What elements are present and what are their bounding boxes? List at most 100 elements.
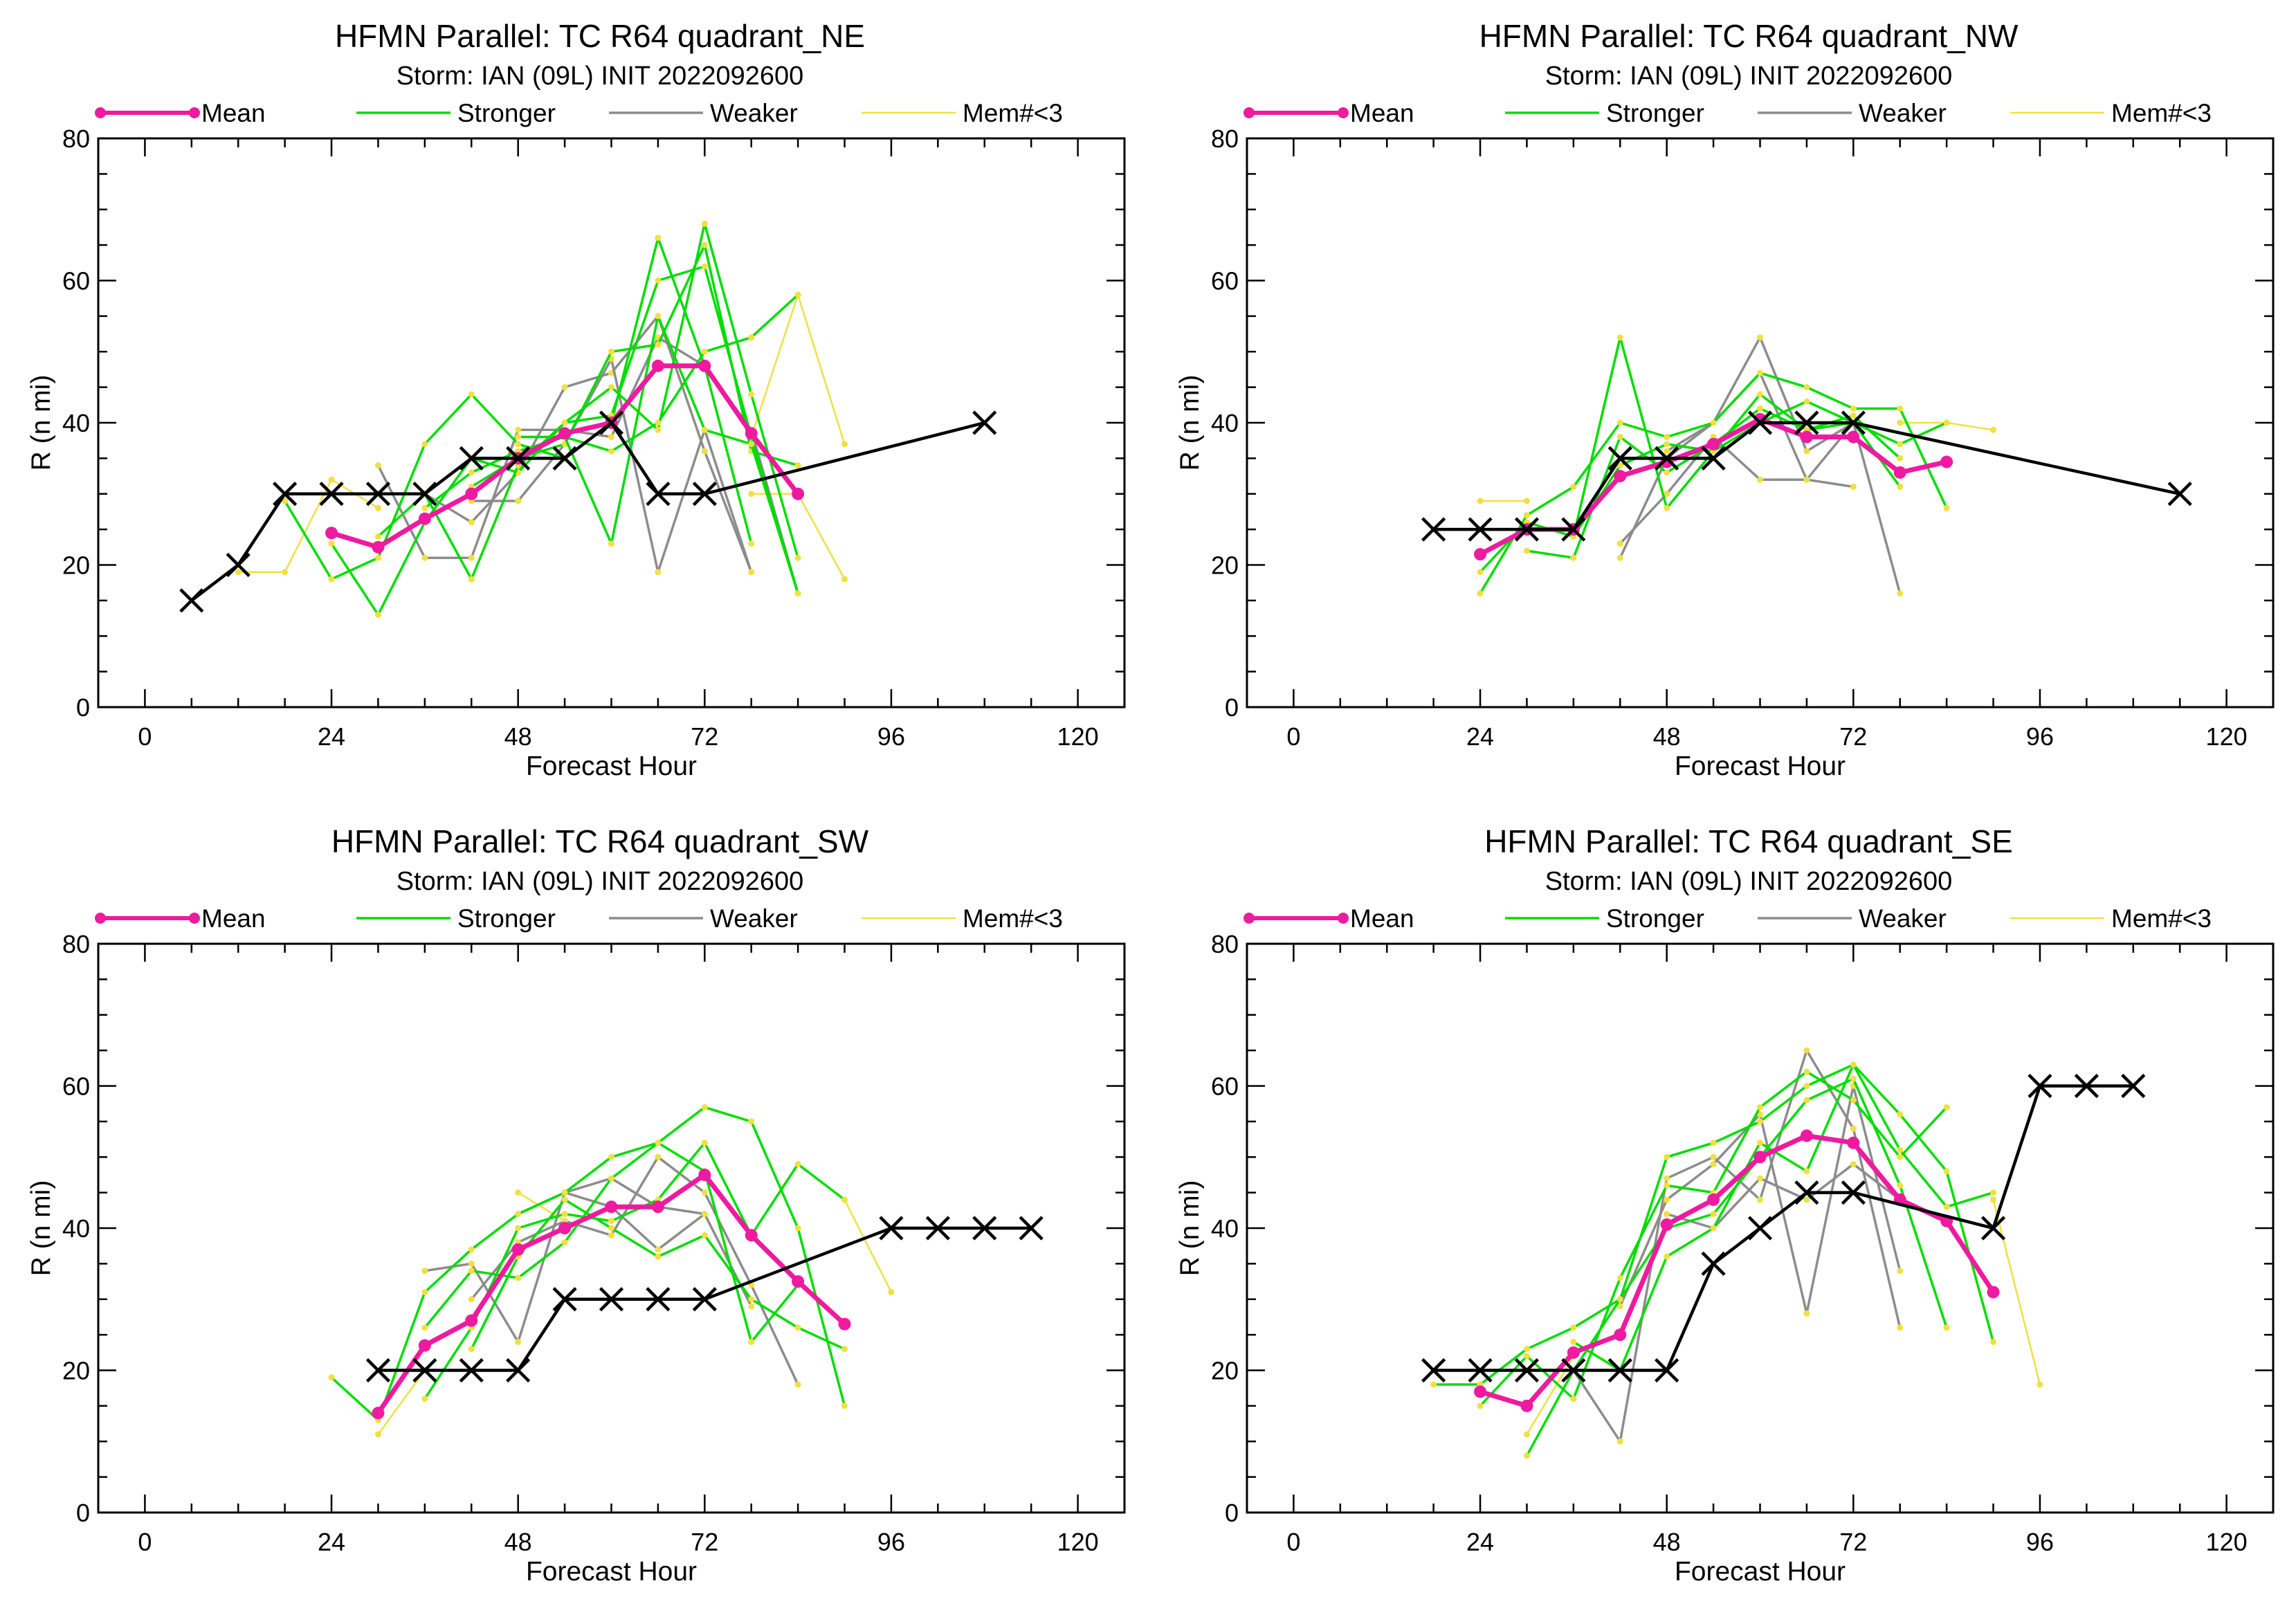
series-best-track-line xyxy=(378,1226,1032,1372)
x-tick-label: 24 xyxy=(1466,722,1494,751)
stronger-point xyxy=(701,241,708,248)
y-tick-label: 40 xyxy=(1211,409,1239,437)
legend-item-mem-3: Mem#<3 xyxy=(2010,99,2212,127)
stronger-point xyxy=(608,540,614,547)
stronger-point xyxy=(1943,419,1950,426)
stronger-point xyxy=(1943,1324,1950,1331)
best-track-marker xyxy=(692,1287,717,1312)
stronger-point xyxy=(608,384,614,391)
mean-point xyxy=(698,1168,711,1181)
weaker-point xyxy=(1803,476,1810,483)
stronger-point xyxy=(1664,1153,1670,1160)
legend-item-stronger: Stronger xyxy=(1505,904,1704,933)
plot-area xyxy=(1421,334,2192,597)
mem-3-point xyxy=(515,1189,522,1196)
mean-point xyxy=(1987,1286,2000,1299)
stronger-point xyxy=(1710,419,1717,426)
best-track-marker xyxy=(972,1216,997,1241)
weaker-point xyxy=(1616,1303,1623,1310)
series-stronger-line xyxy=(1433,1063,1995,1386)
weaker-point xyxy=(1757,1111,1763,1118)
series-mem-3-line xyxy=(750,293,846,445)
stronger-point xyxy=(468,1268,475,1274)
stronger-point xyxy=(748,1338,755,1345)
stronger-point xyxy=(1803,398,1810,405)
weaker-point xyxy=(1897,1324,1904,1331)
stronger-point xyxy=(1664,441,1670,448)
weaker-point xyxy=(1664,491,1670,497)
stronger-point xyxy=(841,1403,848,1409)
x-tick-label: 24 xyxy=(1466,1528,1494,1556)
x-tick-label: 120 xyxy=(2206,1528,2248,1556)
mean-point xyxy=(1753,1151,1767,1164)
stronger-point xyxy=(1757,1140,1763,1146)
legend: Mean Stronger Weaker Mem#<3 xyxy=(1243,904,2212,933)
legend-label: Stronger xyxy=(1606,904,1704,933)
best-track-marker xyxy=(506,1358,531,1383)
weaker-point xyxy=(655,569,662,576)
y-tick-label: 60 xyxy=(62,267,90,295)
stronger-point xyxy=(1616,334,1623,341)
best-track-marker xyxy=(972,410,997,435)
legend-marker xyxy=(1243,107,1255,118)
x-tick-label: 0 xyxy=(1286,722,1300,751)
weaker-point xyxy=(468,1296,475,1303)
stronger-point xyxy=(1757,369,1763,376)
chart-title: HFMN Parallel: TC R64 quadrant_NE xyxy=(335,18,865,54)
stronger-point xyxy=(1523,1452,1530,1459)
stronger-point xyxy=(1616,419,1623,426)
stronger-point xyxy=(374,611,381,618)
x-axis-label: Forecast Hour xyxy=(1675,751,1846,781)
stronger-point xyxy=(794,291,801,298)
stronger-point xyxy=(1710,1225,1717,1232)
mean-point xyxy=(1567,1346,1580,1359)
stronger-point xyxy=(1943,1104,1950,1111)
stronger-point xyxy=(561,1189,568,1196)
mean-point xyxy=(1614,1328,1627,1342)
best-track-marker xyxy=(1655,446,1679,470)
legend-item-weaker: Weaker xyxy=(609,904,798,933)
best-track-marker xyxy=(1421,1358,1446,1383)
stronger-point xyxy=(655,235,662,241)
stronger-point xyxy=(1850,412,1857,419)
legend-label: Weaker xyxy=(1859,904,1947,933)
mean-point xyxy=(1800,1129,1813,1142)
weaker-point xyxy=(1897,590,1904,597)
series-weaker-line xyxy=(1619,435,1854,545)
stronger-point xyxy=(421,441,428,448)
weaker-point xyxy=(608,434,614,441)
weaker-point xyxy=(468,554,475,561)
stronger-point xyxy=(1710,1210,1717,1217)
best-track-marker xyxy=(1794,1180,1819,1205)
x-tick-label: 24 xyxy=(318,1528,345,1556)
y-tick-label: 40 xyxy=(1211,1214,1239,1243)
stronger-point xyxy=(748,540,755,547)
stronger-point xyxy=(794,462,801,469)
mean-point xyxy=(1474,1385,1487,1398)
weaker-point xyxy=(1897,1268,1904,1274)
chart-subtitle: Storm: IAN (09L) INIT 2022092600 xyxy=(397,867,804,896)
stronger-point xyxy=(701,220,708,227)
weaker-point xyxy=(1850,1161,1857,1168)
stronger-point xyxy=(608,1153,614,1160)
stronger-point xyxy=(1897,455,1904,462)
legend-item-mem-3: Mem#<3 xyxy=(862,904,1063,933)
y-axis-label: R (n mi) xyxy=(1175,1180,1205,1277)
stronger-point xyxy=(1990,1189,1997,1196)
y-tick-label: 0 xyxy=(1225,693,1239,722)
series-best-track-line xyxy=(1433,1084,2133,1372)
y-tick-label: 20 xyxy=(1211,1357,1239,1385)
mean-point xyxy=(325,527,338,540)
best-track-marker xyxy=(646,1287,671,1312)
legend-label: Weaker xyxy=(710,99,798,127)
stronger-point xyxy=(1943,504,1950,511)
series-weaker-line xyxy=(423,315,753,573)
mean-point xyxy=(1847,430,1860,444)
best-track-marker xyxy=(1701,1251,1726,1276)
chart-panel-1: HFMN Parallel: TC R64 quadrant_NE Storm: … xyxy=(26,18,1126,781)
best-track-marker xyxy=(1747,410,1773,435)
stronger-point xyxy=(608,448,614,455)
best-track-marker xyxy=(1980,1216,2006,1241)
x-axis-label: Forecast Hour xyxy=(526,1557,697,1587)
stronger-point xyxy=(1616,462,1623,469)
